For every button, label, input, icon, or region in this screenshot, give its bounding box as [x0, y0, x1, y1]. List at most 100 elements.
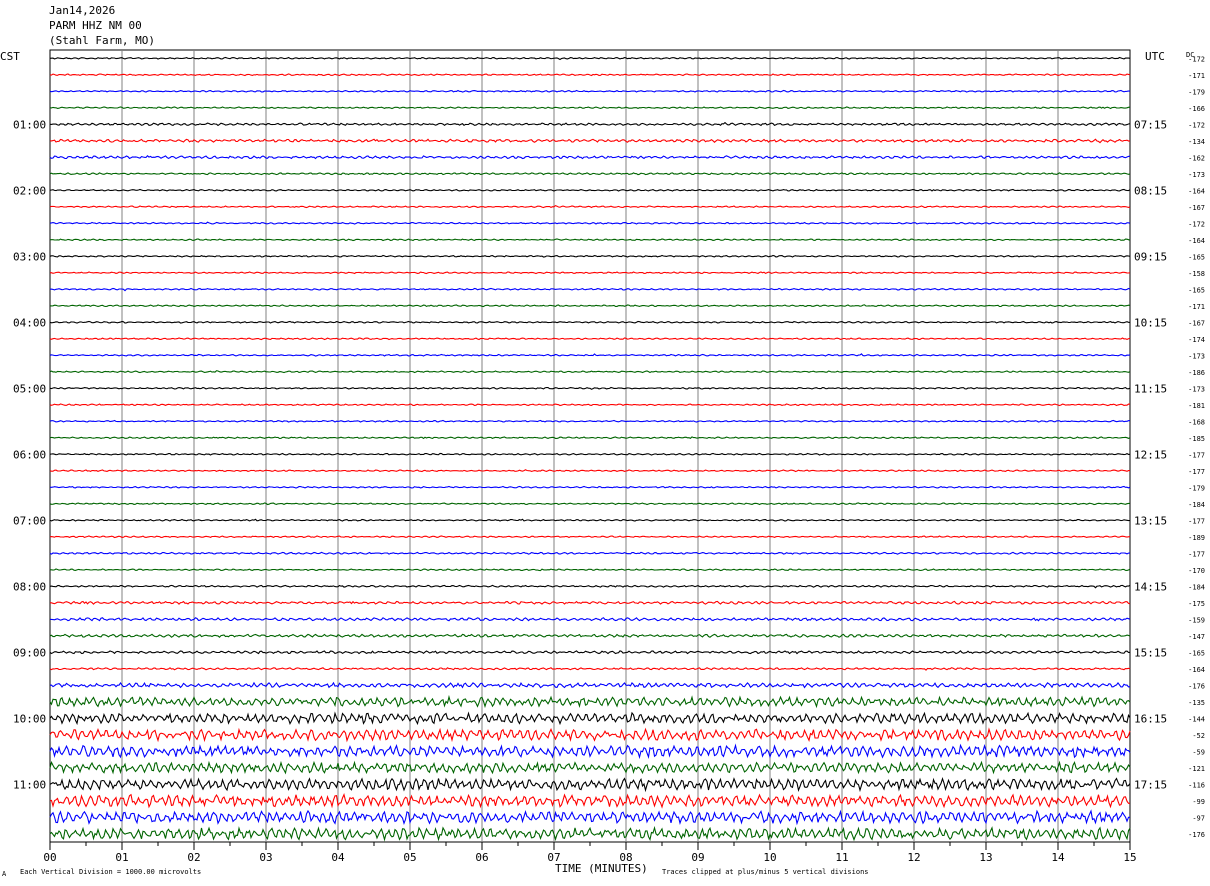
dc-offset-label: -184 [1188, 583, 1205, 591]
x-tick-label: 06 [475, 851, 488, 864]
seismic-trace [49, 106, 1131, 110]
seismic-trace [49, 633, 1131, 638]
x-tick-label: 00 [43, 851, 56, 864]
seismic-trace [49, 221, 1131, 225]
dc-offset-label: -179 [1188, 484, 1205, 492]
dc-offset-label: -52 [1192, 732, 1205, 740]
seismic-trace [50, 485, 1131, 489]
right-hour-label: 09:15 [1134, 250, 1167, 263]
seismic-trace [49, 760, 1131, 775]
right-hour-label: 13:15 [1134, 514, 1167, 527]
seismic-trace [49, 502, 1130, 506]
left-hour-label: 08:00 [13, 580, 46, 593]
seismic-trace [49, 809, 1130, 826]
dc-offset-label: -173 [1188, 385, 1205, 393]
seismic-trace [49, 172, 1131, 176]
left-hour-label: 03:00 [13, 250, 46, 263]
seismic-trace [49, 436, 1131, 440]
left-hour-label: 11:00 [13, 778, 46, 791]
seismic-trace [49, 138, 1131, 144]
seismic-trace [50, 600, 1131, 605]
x-axis-title: TIME (MINUTES) [555, 862, 648, 875]
seismic-trace [49, 650, 1130, 655]
left-hour-label: 06:00 [13, 448, 46, 461]
seismic-trace [49, 155, 1131, 160]
dc-offset-label: -99 [1192, 798, 1205, 806]
clip-note: Traces clipped at plus/minus 5 vertical … [662, 868, 869, 876]
dc-offset-label: -167 [1188, 319, 1205, 327]
seismic-trace [49, 535, 1131, 539]
seismic-trace [49, 370, 1131, 374]
dc-offset-label: -176 [1188, 831, 1205, 839]
dc-offset-label: -135 [1188, 699, 1205, 707]
seismic-trace [49, 667, 1131, 671]
dc-offset-label: -167 [1188, 204, 1205, 212]
seismic-trace [49, 452, 1131, 456]
dc-offset-label: -166 [1188, 105, 1205, 113]
left-hour-label: 10:00 [13, 712, 46, 725]
right-hour-label: 17:15 [1134, 778, 1167, 791]
dc-offset-label: -177 [1188, 550, 1205, 558]
station-label: PARM HHZ NM 00 [49, 19, 142, 32]
left-hour-label: 04:00 [13, 316, 46, 329]
seismic-trace [49, 825, 1131, 842]
dc-offset-label: -177 [1188, 451, 1205, 459]
seismic-trace [49, 419, 1131, 423]
dc-offset-label: -162 [1188, 154, 1205, 162]
dc-offset-label: -181 [1188, 402, 1205, 410]
dc-offset-label: -173 [1188, 352, 1205, 360]
seismic-trace [49, 727, 1131, 743]
right-hour-label: 16:15 [1134, 712, 1167, 725]
dc-offset-label: -164 [1188, 237, 1205, 245]
date-label: Jan14,2026 [49, 4, 116, 17]
dc-offset-label: -168 [1188, 418, 1205, 426]
left-hour-label: 05:00 [13, 382, 46, 395]
right-hour-label: 07:15 [1134, 118, 1167, 131]
left-hour-label: 07:00 [13, 514, 46, 527]
dc-offset-label: -174 [1188, 336, 1205, 344]
dc-offset-label: -172 [1188, 55, 1205, 63]
dc-offset-label: -177 [1188, 517, 1205, 525]
seismic-trace [49, 681, 1131, 689]
seismic-trace [49, 584, 1131, 589]
dc-offset-label: -172 [1188, 121, 1205, 129]
dc-offset-label: -59 [1192, 748, 1205, 756]
location-label: (Stahl Farm, MO) [49, 34, 155, 47]
dc-offset-label: -172 [1188, 220, 1205, 228]
right-hour-label: 14:15 [1134, 580, 1167, 593]
right-hour-label: 11:15 [1134, 382, 1167, 395]
dc-offset-label: -147 [1188, 633, 1205, 641]
x-tick-label: 12 [907, 851, 920, 864]
dc-offset-label: -176 [1188, 682, 1205, 690]
seismic-trace [49, 89, 1131, 93]
x-tick-label: 02 [187, 851, 200, 864]
dc-offset-label: -121 [1188, 765, 1205, 773]
seismic-trace [49, 694, 1131, 709]
seismic-trace [49, 204, 1131, 209]
dc-offset-label: -97 [1192, 814, 1205, 822]
right-hour-label: 15:15 [1134, 646, 1167, 659]
seismic-trace [49, 551, 1131, 555]
dc-offset-label: -134 [1188, 138, 1205, 146]
x-tick-label: 05 [403, 851, 416, 864]
dc-offset-label: -179 [1188, 88, 1205, 96]
seismic-trace [50, 568, 1131, 572]
x-tick-label: 09 [691, 851, 704, 864]
dc-offset-label: -165 [1188, 649, 1205, 657]
seismic-trace [49, 776, 1131, 793]
seismic-trace [49, 304, 1131, 308]
x-tick-label: 01 [115, 851, 128, 864]
dc-offset-label: -175 [1188, 600, 1205, 608]
seismic-trace [49, 711, 1131, 726]
x-tick-label: 07 [547, 851, 560, 864]
dc-offset-label: -170 [1188, 567, 1205, 575]
dc-offset-label: -173 [1188, 171, 1205, 179]
dc-offset-label: -159 [1188, 616, 1205, 624]
x-tick-label: 14 [1051, 851, 1065, 864]
x-tick-label: 08 [619, 851, 632, 864]
seismic-trace [49, 617, 1131, 622]
seismic-trace [49, 254, 1131, 258]
x-tick-label: 11 [835, 851, 848, 864]
dc-offset-label: -144 [1188, 715, 1205, 723]
dc-offset-label: -165 [1188, 253, 1205, 261]
